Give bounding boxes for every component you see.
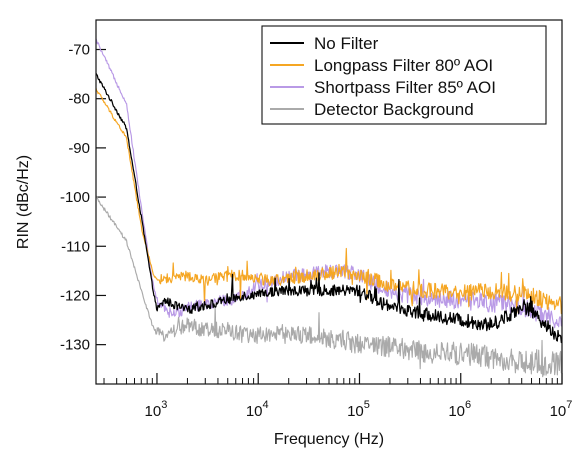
x-tick-label: 105 [347,399,370,420]
y-tick-label: -110 [61,238,90,255]
x-tick-label: 107 [550,399,573,420]
x-tick-label: 104 [246,399,269,420]
series-line-no-filter [96,72,562,344]
legend-label: Longpass Filter 80º AOI [314,56,493,75]
legend: No Filter Longpass Filter 80º AOI Shortpas… [261,25,547,125]
x-tick-label: 103 [145,399,168,420]
x-axis-label: Frequency (Hz) [274,431,384,448]
y-tick-label: -100 [60,189,90,206]
plot-frame [95,19,563,385]
series-line-longpass-filter-80-aoi [96,87,562,315]
x-tick-label: 106 [448,399,471,420]
y-tick-label: -70 [68,42,90,59]
legend-label: Detector Background [314,100,474,119]
series-line-detector-background [96,195,562,378]
series-layer [96,38,562,378]
axes-layer: 103 104 105 106 107 -70 -80 -90 -100 -110 -120 -130 [60,42,572,420]
y-axis-label: RIN (dBc/Hz) [15,155,32,249]
legend-box [261,25,547,125]
y-tick-label: -80 [68,91,90,108]
legend-label: Shortpass Filter 85º AOI [314,78,496,97]
y-tick-label: -130 [60,337,90,354]
legend-label: No Filter [314,34,379,53]
y-tick-label: -120 [60,287,90,304]
y-tick-label: -90 [68,140,90,157]
